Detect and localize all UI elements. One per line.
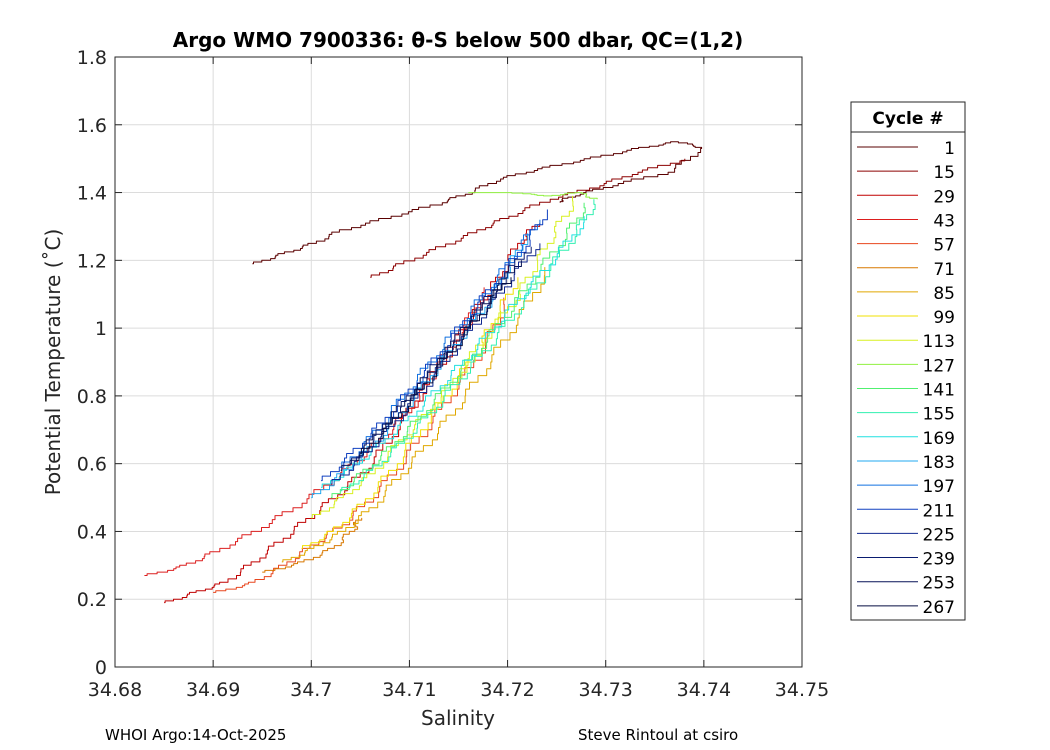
data-lines: [144, 141, 703, 604]
legend-entry-label: 71: [933, 260, 955, 280]
legend-entry-label: 169: [923, 429, 955, 449]
legend-entry-label: 183: [923, 453, 955, 473]
legend-entry-label: 225: [923, 525, 955, 545]
legend-entry-label: 99: [933, 308, 955, 328]
footer-right: Steve Rintoul at csiro: [578, 726, 739, 744]
y-tick-label: 0.2: [77, 589, 107, 611]
series-line-225: [330, 243, 541, 485]
series-line-113: [311, 195, 574, 519]
x-tick-label: 34.72: [480, 679, 534, 701]
legend-entry-label: 211: [923, 501, 955, 521]
x-tick-label: 34.68: [88, 679, 142, 701]
chart-title: Argo WMO 7900336: θ-S below 500 dbar, QC…: [173, 28, 743, 52]
legend-entry-label: 239: [923, 550, 955, 570]
series-line-239: [350, 246, 532, 465]
legend-entry-label: 253: [923, 574, 955, 594]
series-line-211: [321, 209, 548, 482]
y-tick-label: 0.6: [77, 454, 107, 476]
y-tick-label: 0.4: [77, 521, 107, 543]
footer-left: WHOI Argo:14-Oct-2025: [105, 726, 287, 744]
x-axis-label: Salinity: [421, 706, 495, 730]
legend-entry-label: 267: [923, 598, 955, 618]
legend-title: Cycle #: [872, 109, 943, 129]
x-tick-label: 34.74: [677, 679, 731, 701]
x-tick-label: 34.75: [775, 679, 829, 701]
series-line-183: [311, 233, 529, 499]
legend-entry-label: 155: [923, 405, 955, 425]
series-line-99: [301, 277, 519, 549]
legend: Cycle # 1 15 29 43 57 71 85 99 113 127 141 155 169 18…: [850, 101, 966, 621]
x-tick-label: 34.71: [382, 679, 436, 701]
y-tick-label: 1: [95, 318, 107, 340]
series-line-1: [252, 141, 703, 265]
legend-entry-label: 43: [933, 211, 955, 231]
legend-entry-label: 127: [923, 356, 955, 376]
y-tick-label: 1.8: [77, 47, 107, 69]
series-line-127: [468, 192, 598, 200]
series-line-15: [370, 158, 686, 278]
legend-entry-label: 15: [933, 163, 955, 183]
series-line-85: [281, 267, 546, 563]
legend-entries: 1 15 29 43 57 71 85 99 113 127 141 155 169 183 197 211 2…: [857, 139, 955, 618]
legend-entry-label: 141: [923, 381, 955, 401]
legend-entry-label: 113: [923, 332, 955, 352]
x-tick-label: 34.73: [579, 679, 633, 701]
plot-frame: [114, 56, 803, 668]
x-tick-label: 34.69: [186, 679, 240, 701]
y-tick-label: 1.2: [77, 250, 107, 272]
series-line-197: [340, 219, 541, 468]
y-tick-label: 1.6: [77, 115, 107, 137]
legend-entry-label: 197: [923, 477, 955, 497]
series-line-267: [360, 277, 512, 454]
axis-ticks: 34.68 34.69 34.7 34.71 34.72 34.73 34.74 34.75 0…: [77, 47, 829, 701]
legend-entry-label: 57: [933, 236, 955, 256]
y-axis-label: Potential Temperature (˚C): [41, 229, 65, 496]
legend-entry-label: 85: [933, 284, 955, 304]
y-tick-label: 0: [95, 657, 107, 679]
plot-background: [115, 57, 802, 667]
x-tick-label: 34.7: [290, 679, 332, 701]
series-line-155: [340, 199, 596, 492]
series-line-253: [340, 260, 522, 471]
series-line-71: [262, 517, 363, 573]
y-tick-label: 1.4: [77, 183, 107, 205]
y-tick-label: 0.8: [77, 386, 107, 408]
series-line-169: [321, 216, 585, 488]
plot-area: 34.68 34.69 34.7 34.71 34.72 34.73 34.74 34.75 0…: [77, 47, 829, 701]
legend-entry-label: 1: [944, 139, 955, 159]
legend-entry-label: 29: [933, 187, 955, 207]
